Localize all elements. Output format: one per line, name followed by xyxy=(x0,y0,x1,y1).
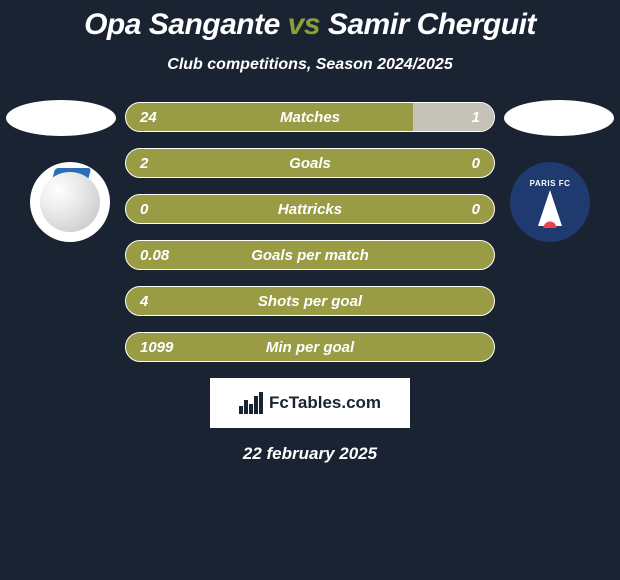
stat-rows: 24 Matches 1 2 Goals 0 0 Hattricks 0 0.08 Goals pe… xyxy=(125,102,495,362)
stat-value-right: 1 xyxy=(472,109,480,126)
logo-right-text: PARIS FC xyxy=(530,179,571,188)
stat-label: Min per goal xyxy=(266,339,354,356)
stat-label: Matches xyxy=(280,109,340,126)
club-logo-left: USLD xyxy=(30,162,110,242)
subtitle: Club competitions, Season 2024/2025 xyxy=(0,56,620,74)
stat-value-left: 2 xyxy=(140,155,148,172)
stat-value-left: 0 xyxy=(140,201,148,218)
player2-name: Samir Cherguit xyxy=(328,8,536,41)
stat-value-left: 24 xyxy=(140,109,157,126)
watermark[interactable]: FcTables.com xyxy=(210,378,410,428)
eiffel-tower-icon xyxy=(538,190,562,226)
stat-value-right: 0 xyxy=(472,155,480,172)
bar-chart-icon xyxy=(239,392,265,414)
stat-bar-right xyxy=(413,103,494,131)
stat-label: Goals xyxy=(289,155,331,172)
stat-value-left: 1099 xyxy=(140,339,173,356)
stat-label: Hattricks xyxy=(278,201,342,218)
player2-badge-oval xyxy=(504,100,614,136)
stat-row: 24 Matches 1 xyxy=(125,102,495,132)
stat-row: 4 Shots per goal xyxy=(125,286,495,316)
logo-right-inner: PARIS FC xyxy=(510,162,590,242)
stat-value-left: 0.08 xyxy=(140,247,169,264)
stats-area: USLD PARIS FC 24 Matches 1 2 Goals 0 0 Hattrick… xyxy=(0,102,620,362)
stat-row: 0 Hattricks 0 xyxy=(125,194,495,224)
comparison-card: Opa Sangante vs Samir Cherguit Club comp… xyxy=(0,0,620,464)
player1-badge-oval xyxy=(6,100,116,136)
vs-separator: vs xyxy=(288,8,320,41)
stat-value-right: 0 xyxy=(472,201,480,218)
club-logo-right: PARIS FC xyxy=(510,162,590,242)
stat-row: 2 Goals 0 xyxy=(125,148,495,178)
stat-row: 0.08 Goals per match xyxy=(125,240,495,270)
stat-row: 1099 Min per goal xyxy=(125,332,495,362)
soccer-ball-icon xyxy=(40,172,100,232)
stat-label: Shots per goal xyxy=(258,293,362,310)
page-title: Opa Sangante vs Samir Cherguit xyxy=(0,8,620,42)
stat-value-left: 4 xyxy=(140,293,148,310)
date-label: 22 february 2025 xyxy=(0,444,620,464)
stat-label: Goals per match xyxy=(251,247,369,264)
watermark-text: FcTables.com xyxy=(269,393,381,413)
player1-name: Opa Sangante xyxy=(84,8,280,41)
